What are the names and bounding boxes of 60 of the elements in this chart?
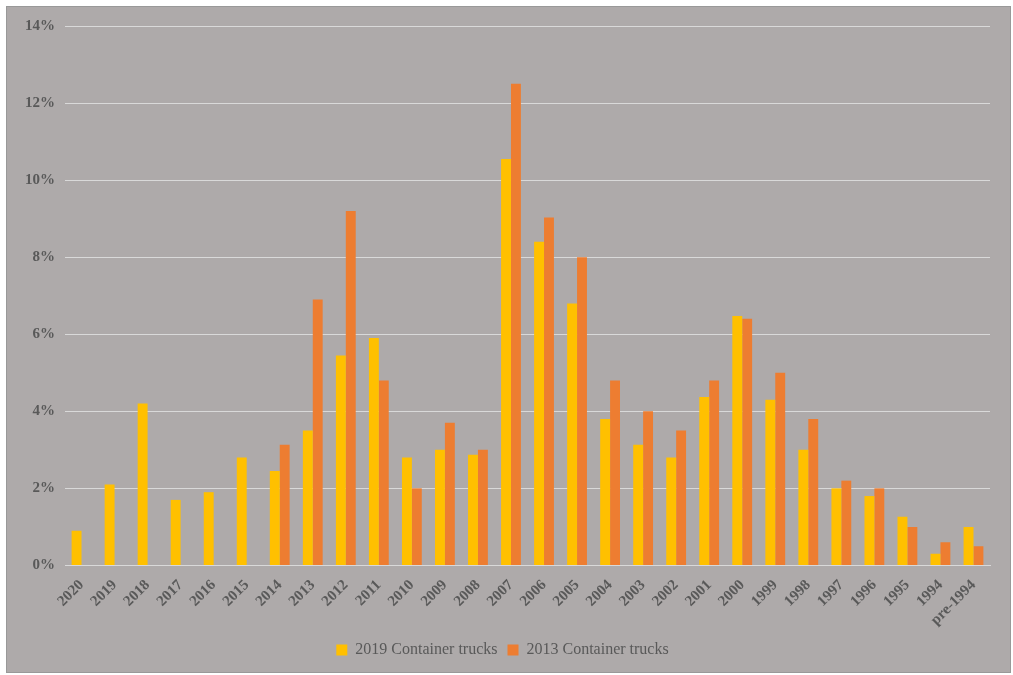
y-tick-label: 4%: [32, 402, 55, 419]
y-tick-label: 12%: [25, 93, 55, 110]
bar: [798, 449, 809, 565]
bar: [378, 380, 389, 565]
bar: [907, 526, 918, 565]
bar: [732, 316, 743, 565]
bar: [137, 403, 148, 565]
bar: [666, 457, 677, 565]
bar: [709, 380, 720, 565]
bar: [345, 210, 356, 565]
y-tick-label: 2%: [32, 479, 55, 496]
y-tick-label: 10%: [25, 170, 55, 187]
y-tick-label: 6%: [32, 325, 55, 342]
bar: [444, 422, 455, 565]
bar: [897, 516, 908, 565]
legend-label: 2013 Container trucks: [526, 640, 669, 658]
bar: [335, 355, 346, 565]
bar: [775, 372, 786, 565]
bar: [269, 471, 280, 565]
bar: [600, 418, 611, 565]
bar: [610, 380, 620, 565]
bar: [742, 318, 753, 565]
bar: [963, 526, 974, 565]
bar: [577, 257, 587, 565]
legend-label: 2019 Container trucks: [355, 640, 498, 658]
bar: [534, 241, 545, 565]
bar: [544, 217, 554, 565]
bar: [643, 411, 654, 565]
bar: [699, 397, 710, 565]
bar: [831, 488, 842, 565]
bar: [510, 83, 521, 565]
bar: [468, 454, 478, 565]
bar: [940, 542, 951, 565]
y-tick-label: 14%: [25, 16, 55, 33]
bar: [203, 492, 214, 565]
y-tick-label: 8%: [32, 248, 55, 265]
bar: [501, 158, 511, 565]
y-tick-label: 0%: [32, 556, 55, 573]
bar: [104, 484, 115, 565]
bar: [401, 457, 412, 565]
bar: [170, 499, 181, 565]
bar: [71, 530, 82, 565]
bar: [841, 480, 852, 565]
bar: [236, 457, 247, 565]
bar: [874, 488, 885, 565]
bar: [676, 430, 687, 565]
bar: [411, 488, 422, 565]
bar: [368, 338, 379, 565]
bar: [312, 299, 323, 565]
bar: [808, 418, 819, 565]
bar: [864, 496, 875, 565]
bar: [279, 444, 290, 565]
bar: [633, 444, 644, 565]
bar: [302, 430, 313, 565]
bar: [477, 449, 488, 565]
bar: [567, 303, 578, 565]
bar: [930, 553, 941, 565]
bar: [435, 449, 445, 565]
bar: [765, 399, 776, 565]
bar: [973, 546, 984, 565]
